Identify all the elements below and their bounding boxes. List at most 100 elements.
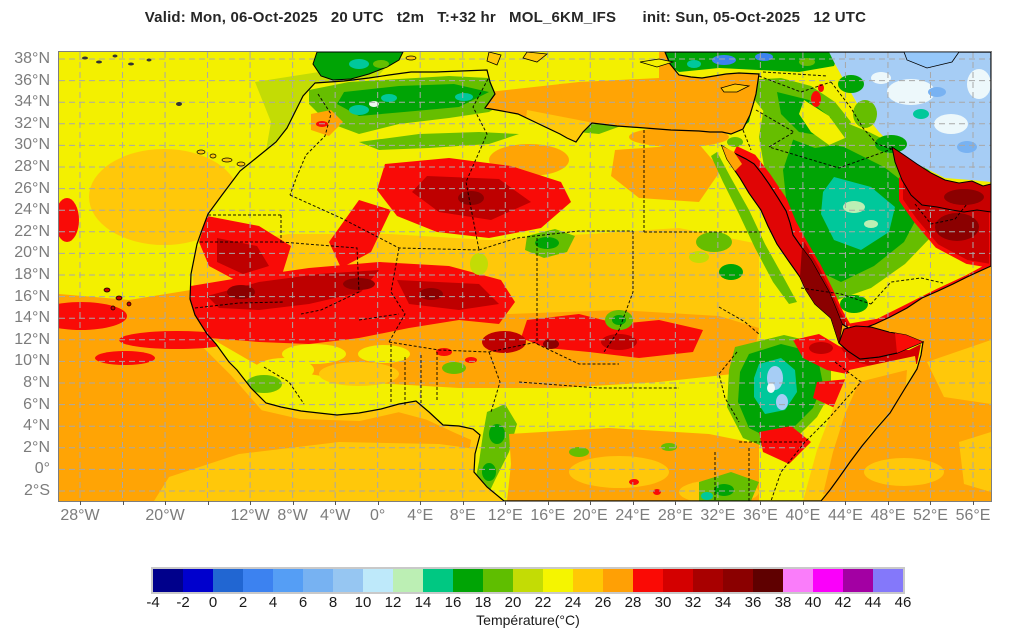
colorbar-tick-label: 22 [534,594,552,611]
lon-tick-label: 24°E [615,507,651,524]
map-canvas [58,51,992,502]
lat-tick-label: 34°N [14,93,50,111]
lat-tick-label: 4°N [23,417,50,435]
lon-tick-mark [505,501,507,505]
colorbar-tick-label: 38 [774,594,792,611]
temperature-map [59,52,991,501]
colorbar-tick-label: -2 [176,594,190,611]
colorbar-segment [753,569,783,592]
lat-tick-label: 6°N [23,395,50,413]
lon-tick-mark [845,501,847,505]
colorbar-tick-label: -4 [146,594,160,611]
colorbar-tick-label: 34 [714,594,732,611]
lon-tick-mark [802,501,804,505]
lat-tick-label: 0° [34,460,50,478]
lon-tick-label: 16°E [530,507,566,524]
colorbar-tick-label: 4 [268,594,278,611]
colorbar-tick-label: 20 [504,594,522,611]
lon-tick-mark [547,501,549,505]
lat-tick-label: 32°N [14,114,50,132]
lon-tick-label: 28°W [60,507,100,524]
lat-tick-label: 2°N [23,438,50,456]
lon-tick-mark [335,501,337,505]
canary-islands [196,149,246,167]
lat-tick-label: 16°N [14,287,50,305]
colorbar-tick-label: 0 [208,594,218,611]
colorbar-segment [603,569,633,592]
colorbar-segment [303,569,333,592]
lon-tick-label: 8°W [277,507,308,524]
map-title: Valid: Mon, 06-Oct-2025 20 UTC t2m T:+32… [144,9,867,26]
colorbar-tick-label: 8 [328,594,338,611]
lon-tick-mark [675,501,677,505]
lat-tick-label: 10°N [14,352,50,370]
lat-tick-label: 20°N [14,244,50,262]
lon-tick-label: 8°E [449,507,476,524]
colorbar-segment [423,569,453,592]
lon-tick-mark [632,501,634,505]
lon-tick-label: 12°E [487,507,523,524]
lat-tick-label: 2°S [24,482,50,499]
colorbar-tick-label: 16 [444,594,462,611]
lon-tick-mark [250,501,252,505]
lat-tick-label: 22°N [14,222,50,240]
colorbar-tick-label: 24 [564,594,582,611]
colorbar-tick-label: 18 [474,594,492,611]
lon-tick-label: 0° [370,507,386,524]
colorbar-tick-label: 12 [384,594,402,611]
colorbar-segment [183,569,213,592]
sardinia [486,52,502,66]
lon-tick-mark [717,501,719,505]
lon-tick-label: 56°E [955,507,991,524]
colorbar-segment [543,569,573,592]
lon-tick-mark [80,501,81,505]
colorbar-title: Température(°C) [476,612,580,628]
lat-tick-label: 36°N [14,71,50,89]
caspian-sea [903,52,960,69]
colorbar-segments [151,567,905,594]
colorbar-tick-label: 42 [834,594,852,611]
colorbar-tick-label: 32 [684,594,702,611]
colorbar-tick-label: 10 [354,594,372,611]
lat-tick-label: 26°N [14,179,50,197]
lon-tick-mark [760,501,762,505]
lon-tick-mark [930,501,932,505]
lat-tick-label: 18°N [14,266,50,283]
cape-verde-islands [103,287,132,311]
lon-tick-mark [122,501,124,505]
lon-tick-label: 36°E [742,507,778,524]
graticule [59,52,991,501]
lon-tick-mark [165,501,167,505]
colorbar-segment [153,569,183,592]
cyprus [720,83,751,93]
colorbar-tick-label: 6 [298,594,308,611]
lon-tick-label: 52°E [913,507,948,524]
colorbar-tick-label: 28 [624,594,642,611]
lon-tick-label: 4°W [319,507,351,524]
lon-tick-label: 44°E [827,507,863,524]
atlantic-islands [82,54,182,106]
colorbar-tick-label: 14 [414,594,432,611]
country-borders [194,71,968,501]
lon-tick-label: 48°E [870,507,906,524]
sicily [522,52,549,63]
lon-tick-mark [207,501,209,505]
colorbar-segment [243,569,273,592]
colorbar-segment [513,569,543,592]
lon-tick-label: 28°E [657,507,693,524]
colorbar-tick-label: 46 [894,594,912,611]
lon-tick-label: 40°E [785,507,821,524]
colorbar-segment [273,569,303,592]
crete [639,58,675,68]
colorbar-segment [783,569,813,592]
lat-tick-label: 28°N [14,158,50,175]
lat-tick-label: 24°N [14,201,50,219]
colorbar-segment [813,569,843,592]
colorbar-segment [843,569,873,592]
lat-tick-label: 38°N [14,50,50,67]
colorbar-segment [363,569,393,592]
colorbar-segment [873,569,903,592]
lat-tick-label: 30°N [14,136,50,154]
colorbar-segment [213,569,243,592]
lon-tick-mark [377,501,379,505]
